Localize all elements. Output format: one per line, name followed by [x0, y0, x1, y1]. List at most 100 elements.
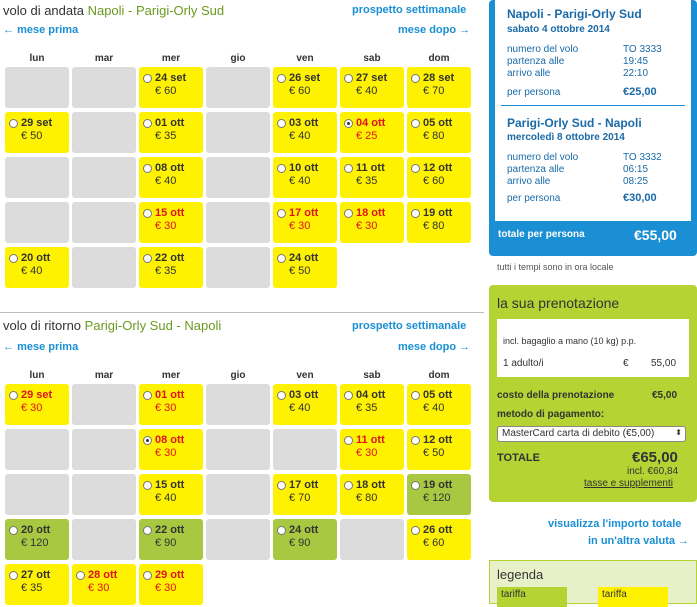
- cell-date: 10 ott: [289, 162, 319, 174]
- outbound-date-cell[interactable]: 11 ott € 35: [340, 157, 404, 198]
- radio-button[interactable]: [143, 526, 152, 535]
- radio-button[interactable]: [277, 74, 286, 83]
- payment-method-select[interactable]: MasterCard carta di debito (€5,00) ⬍: [497, 426, 686, 442]
- radio-button[interactable]: [143, 119, 152, 128]
- outbound-date-cell[interactable]: 08 ott € 40: [139, 157, 203, 198]
- outbound-date-cell[interactable]: 10 ott € 40: [273, 157, 337, 198]
- radio-button[interactable]: [277, 254, 286, 263]
- arrow-right-icon: →: [678, 535, 690, 547]
- outbound-date-cell[interactable]: 04 ott € 25: [340, 112, 404, 153]
- return-prev-month[interactable]: ← mese prima: [3, 341, 78, 353]
- radio-button[interactable]: [344, 119, 353, 128]
- outbound-date-cell[interactable]: 19 ott € 80: [407, 202, 471, 243]
- currency-link-line2[interactable]: in un'altra valuta →: [588, 535, 689, 547]
- outbound-date-cell[interactable]: 17 ott € 30: [273, 202, 337, 243]
- radio-button[interactable]: [143, 436, 152, 445]
- radio-button[interactable]: [76, 571, 85, 580]
- radio-button[interactable]: [344, 74, 353, 83]
- radio-button[interactable]: [277, 209, 286, 218]
- outbound-date-cell[interactable]: 18 ott € 30: [340, 202, 404, 243]
- outbound-date-cell[interactable]: 03 ott € 40: [273, 112, 337, 153]
- radio-button[interactable]: [143, 209, 152, 218]
- summary-ret-date: mercoledì 8 ottobre 2014: [507, 132, 625, 143]
- radio-button[interactable]: [277, 481, 286, 490]
- currency-link[interactable]: visualizza l'importo totale: [548, 518, 681, 530]
- outbound-date-cell[interactable]: 29 set € 50: [5, 112, 69, 153]
- return-date-cell[interactable]: 01 ott € 30: [139, 384, 203, 425]
- radio-button[interactable]: [344, 209, 353, 218]
- return-date-cell[interactable]: 12 ott € 50: [407, 429, 471, 470]
- radio-button[interactable]: [277, 391, 286, 400]
- return-empty-cell: [5, 474, 69, 515]
- return-weekly-link[interactable]: prospetto settimanale: [352, 320, 467, 332]
- radio-button[interactable]: [411, 481, 420, 490]
- outbound-next-month[interactable]: mese dopo →: [398, 24, 470, 36]
- radio-button[interactable]: [344, 481, 353, 490]
- radio-button[interactable]: [143, 74, 152, 83]
- return-date-cell[interactable]: 22 ott € 90: [139, 519, 203, 560]
- outbound-date-cell[interactable]: 01 ott € 35: [139, 112, 203, 153]
- outbound-date-cell[interactable]: 28 set € 70: [407, 67, 471, 108]
- outbound-date-cell[interactable]: 24 ott € 50: [273, 247, 337, 288]
- radio-button[interactable]: [277, 526, 286, 535]
- return-date-cell[interactable]: 08 ott € 30: [139, 429, 203, 470]
- radio-button[interactable]: [9, 526, 18, 535]
- outbound-weekly-link[interactable]: prospetto settimanale: [352, 4, 467, 16]
- summary-ret-arr-label: arrivo alle: [507, 176, 551, 187]
- radio-button[interactable]: [9, 571, 18, 580]
- radio-button[interactable]: [344, 391, 353, 400]
- radio-button[interactable]: [143, 571, 152, 580]
- return-next-month[interactable]: mese dopo →: [398, 341, 470, 353]
- outbound-date-cell[interactable]: 15 ott € 30: [139, 202, 203, 243]
- radio-button[interactable]: [143, 391, 152, 400]
- radio-button[interactable]: [411, 391, 420, 400]
- summary-out-dep-label: partenza alle: [507, 56, 565, 67]
- arrow-right-icon: →: [459, 24, 471, 36]
- radio-button[interactable]: [344, 436, 353, 445]
- return-date-cell[interactable]: 05 ott € 40: [407, 384, 471, 425]
- cell-price: € 40: [289, 402, 311, 414]
- outbound-date-cell[interactable]: 20 ott € 40: [5, 247, 69, 288]
- radio-button[interactable]: [277, 164, 286, 173]
- radio-button[interactable]: [143, 164, 152, 173]
- outbound-date-cell[interactable]: 05 ott € 80: [407, 112, 471, 153]
- radio-button[interactable]: [9, 254, 18, 263]
- radio-button[interactable]: [9, 391, 18, 400]
- radio-button[interactable]: [344, 164, 353, 173]
- outbound-date-cell[interactable]: 12 ott € 60: [407, 157, 471, 198]
- return-date-cell[interactable]: 19 ott € 120: [407, 474, 471, 515]
- return-empty-cell: [5, 429, 69, 470]
- outbound-prev-month[interactable]: ← mese prima: [3, 24, 78, 36]
- radio-button[interactable]: [411, 119, 420, 128]
- radio-button[interactable]: [143, 254, 152, 263]
- radio-button[interactable]: [277, 119, 286, 128]
- radio-button[interactable]: [9, 119, 18, 128]
- return-date-cell[interactable]: 04 ott € 35: [340, 384, 404, 425]
- taxes-link[interactable]: tasse e supplementi: [584, 478, 673, 489]
- return-date-cell[interactable]: 17 ott € 70: [273, 474, 337, 515]
- outbound-next-label: mese dopo: [398, 24, 457, 36]
- cell-date: 17 ott: [289, 479, 319, 491]
- radio-button[interactable]: [143, 481, 152, 490]
- return-date-cell[interactable]: 20 ott € 120: [5, 519, 69, 560]
- radio-button[interactable]: [411, 209, 420, 218]
- return-date-cell[interactable]: 28 ott € 30: [72, 564, 136, 605]
- return-date-cell[interactable]: 27 ott € 35: [5, 564, 69, 605]
- return-date-cell[interactable]: 18 ott € 80: [340, 474, 404, 515]
- return-date-cell[interactable]: 29 set € 30: [5, 384, 69, 425]
- return-date-cell[interactable]: 24 ott € 90: [273, 519, 337, 560]
- radio-button[interactable]: [411, 164, 420, 173]
- radio-button[interactable]: [411, 526, 420, 535]
- outbound-date-cell[interactable]: 24 set € 60: [139, 67, 203, 108]
- return-date-cell[interactable]: 15 ott € 40: [139, 474, 203, 515]
- return-date-cell[interactable]: 26 ott € 60: [407, 519, 471, 560]
- outbound-date-cell[interactable]: 22 ott € 35: [139, 247, 203, 288]
- outbound-date-cell[interactable]: 27 set € 40: [340, 67, 404, 108]
- return-date-cell[interactable]: 03 ott € 40: [273, 384, 337, 425]
- return-date-cell[interactable]: 29 ott € 30: [139, 564, 203, 605]
- booking-fee-value: €5,00: [652, 390, 678, 401]
- return-date-cell[interactable]: 11 ott € 30: [340, 429, 404, 470]
- radio-button[interactable]: [411, 436, 420, 445]
- outbound-date-cell[interactable]: 26 set € 60: [273, 67, 337, 108]
- radio-button[interactable]: [411, 74, 420, 83]
